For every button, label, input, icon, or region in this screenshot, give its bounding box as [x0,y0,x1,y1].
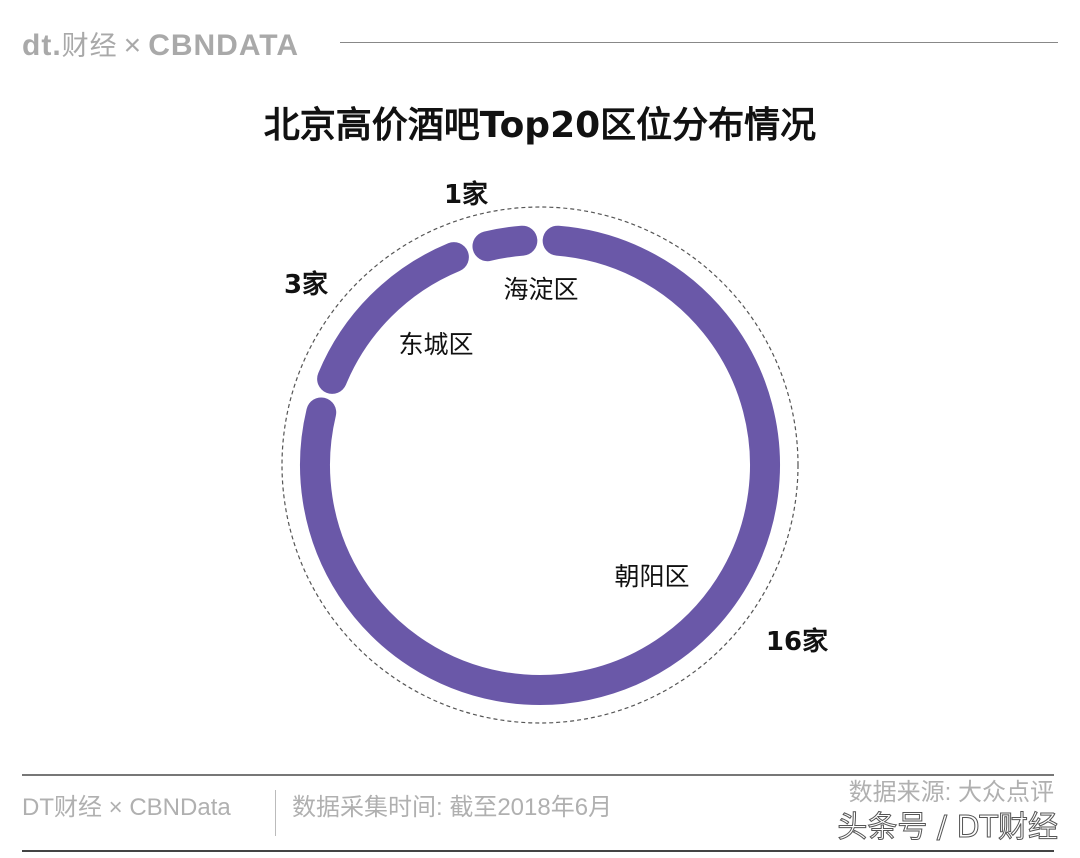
slice-label: 朝阳区 [614,562,689,591]
dashed-guide-circle [281,206,799,724]
donut-segment-1 [317,242,469,394]
slice-value-label: 3家 [284,269,328,300]
watermark: 头条号 / DT财经 [837,810,1059,845]
footer-brand: DT财经 × CBNData [22,794,231,821]
slice-label: 东城区 [398,330,473,359]
brand-logo: dt.财经 × CBNDATA [22,29,300,62]
donut-segment-0 [300,225,780,705]
footer-bottom-rule [22,850,1054,852]
footer-top-rule [22,774,1054,776]
slice-label: 海淀区 [503,275,578,304]
slice-value-label: 16家 [766,626,828,657]
slice-value-label: 1家 [444,179,488,210]
header-divider [340,42,1058,43]
donut-segment-2 [472,225,538,262]
footer-separator [275,790,276,836]
chart-title: 北京高价酒吧Top20区位分布情况 [263,105,817,146]
footer-collection-time: 数据采集时间: 截至2018年6月 [292,794,613,821]
footer-source: 数据来源: 大众点评 [848,779,1054,806]
